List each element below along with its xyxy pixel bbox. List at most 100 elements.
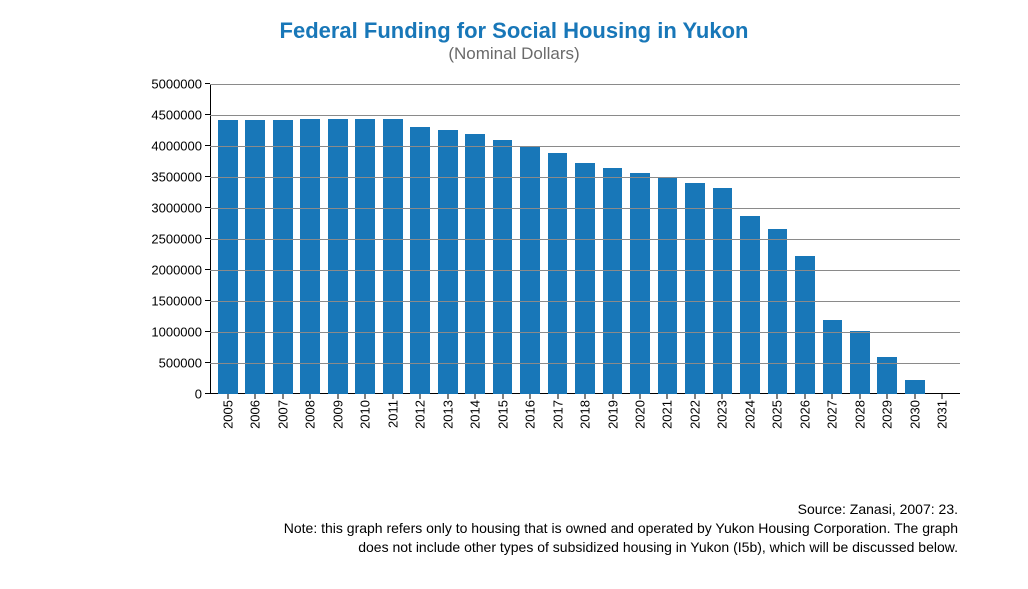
bar	[300, 119, 320, 394]
x-axis-label: 2008	[303, 394, 318, 429]
y-tick	[205, 362, 210, 363]
y-tick	[205, 238, 210, 239]
x-axis-label: 2023	[715, 394, 730, 429]
bar-slot: 2006	[241, 84, 268, 394]
grid-line	[210, 208, 960, 209]
grid-line	[210, 270, 960, 271]
bar-slot: 2028	[846, 84, 873, 394]
x-axis-label: 2013	[440, 394, 455, 429]
bar	[795, 256, 815, 394]
y-axis-label: 500000	[159, 356, 202, 371]
grid-line	[210, 332, 960, 333]
y-tick	[205, 269, 210, 270]
bars-group: 2005200620072008200920102011201220132014…	[210, 84, 960, 394]
y-axis-label: 4500000	[151, 108, 202, 123]
note-line-1: Note: this graph refers only to housing …	[40, 519, 958, 538]
x-axis-label: 2016	[523, 394, 538, 429]
bar-slot: 2013	[434, 84, 461, 394]
bar	[438, 130, 458, 394]
bar-slot: 2022	[681, 84, 708, 394]
chart-title: Federal Funding for Social Housing in Yu…	[40, 18, 988, 44]
bar	[768, 229, 788, 394]
bar-slot: 2023	[709, 84, 736, 394]
x-axis-label: 2012	[413, 394, 428, 429]
bar-slot: 2024	[736, 84, 763, 394]
y-axis-label: 2000000	[151, 263, 202, 278]
bar	[520, 146, 540, 394]
bar-slot: 2020	[626, 84, 653, 394]
y-axis-label: 3500000	[151, 170, 202, 185]
x-axis-label: 2025	[770, 394, 785, 429]
y-tick	[205, 83, 210, 84]
bar-slot: 2007	[269, 84, 296, 394]
bar	[905, 380, 925, 394]
x-axis-label: 2030	[907, 394, 922, 429]
bar	[273, 120, 293, 394]
bar-slot: 2030	[901, 84, 928, 394]
bar	[575, 163, 595, 394]
x-axis-label: 2020	[633, 394, 648, 429]
bar-slot: 2011	[379, 84, 406, 394]
x-axis-label: 2010	[358, 394, 373, 429]
y-tick	[205, 145, 210, 146]
y-axis-label: 5000000	[151, 77, 202, 92]
x-axis-label: 2009	[330, 394, 345, 429]
x-axis-label: 2006	[248, 394, 263, 429]
y-axis-label: 3000000	[151, 201, 202, 216]
bar	[713, 188, 733, 394]
chart-container: Federal Funding for Social Housing in Yu…	[40, 18, 988, 394]
x-axis-label: 2011	[385, 394, 400, 428]
grid-line	[210, 239, 960, 240]
bar	[493, 140, 513, 394]
x-axis-label: 2005	[220, 394, 235, 429]
bar-slot: 2017	[544, 84, 571, 394]
x-axis-label: 2014	[468, 394, 483, 429]
bar	[548, 153, 568, 394]
grid-line	[210, 363, 960, 364]
x-axis-label: 2024	[742, 394, 757, 429]
x-axis-label: 2022	[687, 394, 702, 429]
x-axis-label: 2031	[935, 394, 950, 429]
y-axis-label: 1500000	[151, 294, 202, 309]
bar-slot: 2029	[874, 84, 901, 394]
y-axis-label: 2500000	[151, 232, 202, 247]
y-axis-label: 1000000	[151, 325, 202, 340]
bar	[465, 134, 485, 394]
grid-line	[210, 177, 960, 178]
chart-footer: Source: Zanasi, 2007: 23. Note: this gra…	[40, 500, 988, 557]
x-axis-label: 2017	[550, 394, 565, 429]
x-axis-label: 2028	[852, 394, 867, 429]
bar-slot: 2008	[296, 84, 323, 394]
bar-slot: 2019	[599, 84, 626, 394]
bar	[355, 119, 375, 394]
bar-slot: 2005	[214, 84, 241, 394]
bar-slot: 2026	[791, 84, 818, 394]
bar	[410, 127, 430, 394]
source-text: Source: Zanasi, 2007: 23.	[40, 500, 958, 519]
grid-line	[210, 146, 960, 147]
plot-area: 2005200620072008200920102011201220132014…	[210, 84, 960, 394]
y-tick	[205, 393, 210, 394]
y-axis-label: 0	[195, 387, 202, 402]
grid-line	[210, 84, 960, 85]
grid-line	[210, 301, 960, 302]
chart-subtitle: (Nominal Dollars)	[40, 44, 988, 64]
bar-slot: 2009	[324, 84, 351, 394]
bar	[740, 216, 760, 394]
grid-line	[210, 115, 960, 116]
bar-slot: 2012	[406, 84, 433, 394]
x-axis-label: 2007	[275, 394, 290, 429]
bar-slot: 2031	[929, 84, 956, 394]
bar	[218, 120, 238, 394]
x-axis-label: 2026	[797, 394, 812, 429]
note-line-2: does not include other types of subsidiz…	[40, 538, 958, 557]
bar-slot: 2027	[819, 84, 846, 394]
x-axis-label: 2027	[825, 394, 840, 429]
bar	[603, 168, 623, 394]
y-tick	[205, 176, 210, 177]
x-axis-label: 2021	[660, 394, 675, 429]
bar-slot: 2018	[571, 84, 598, 394]
x-axis-label: 2018	[578, 394, 593, 429]
bar-slot: 2021	[654, 84, 681, 394]
x-axis-label: 2029	[880, 394, 895, 429]
